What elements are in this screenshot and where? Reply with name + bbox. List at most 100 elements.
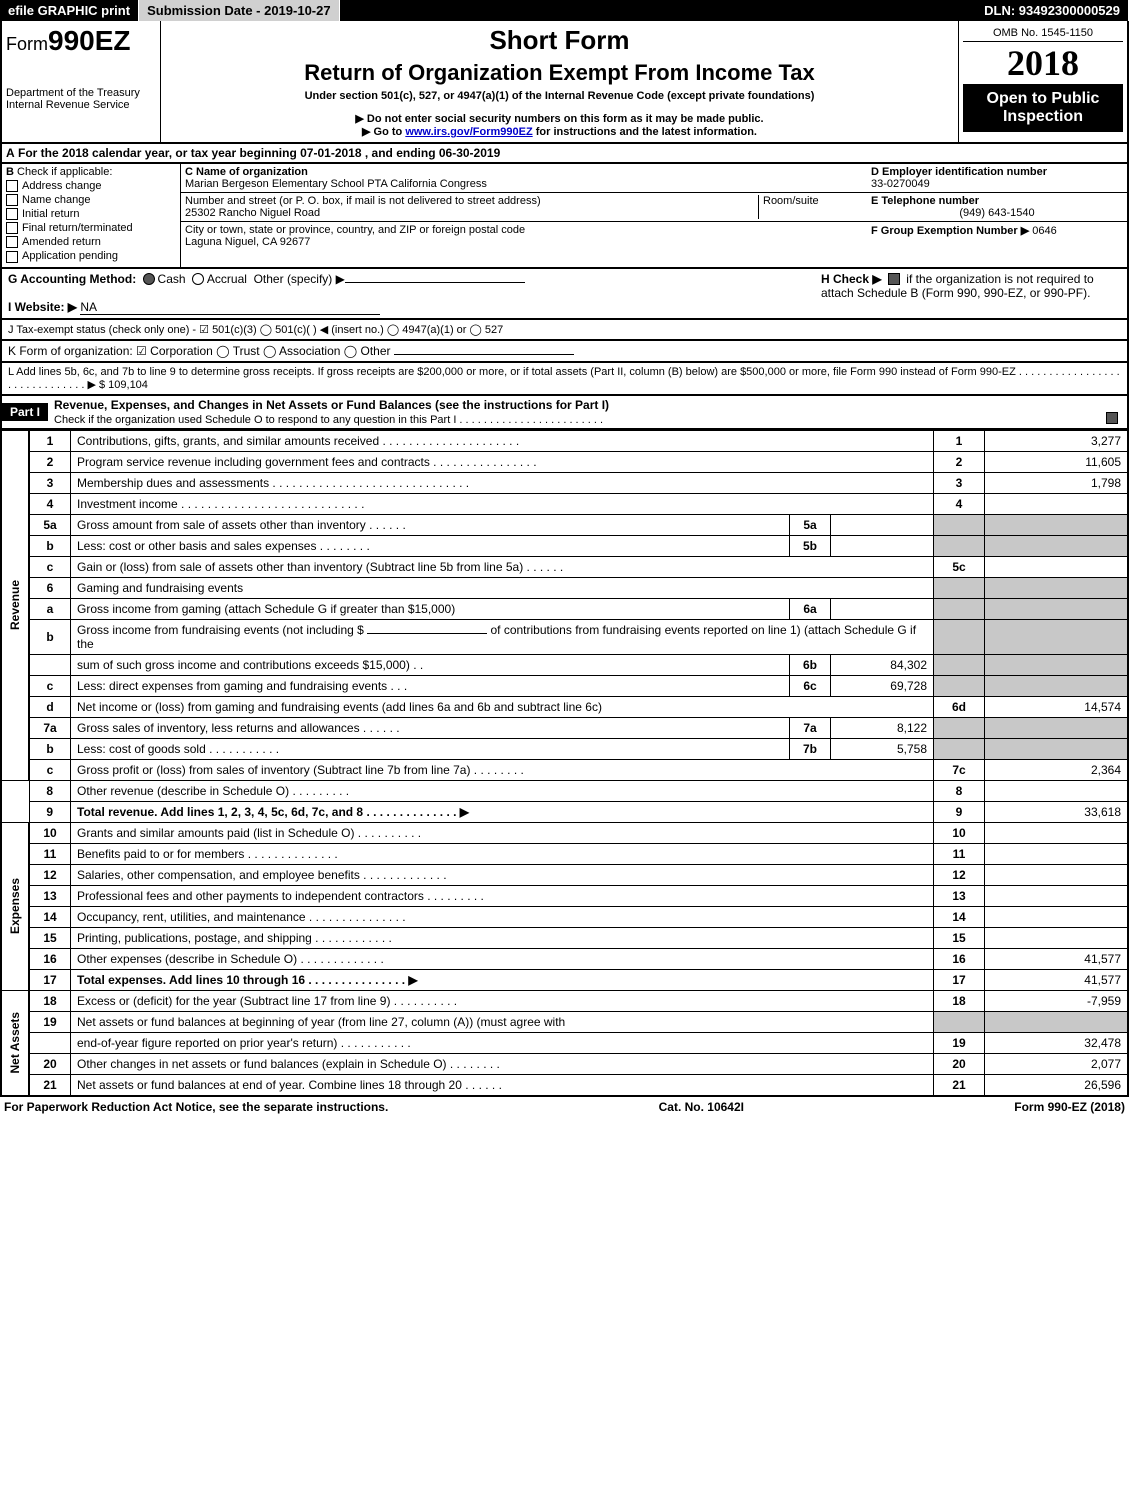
goto-post: for instructions and the latest informat… — [533, 126, 757, 138]
chk-final[interactable]: Final return/terminated — [6, 222, 176, 234]
line-7c-desc: Gross profit or (loss) from sales of inv… — [71, 759, 934, 780]
line-6a-desc: Gross income from gaming (attach Schedul… — [71, 598, 790, 619]
netassets-vlabel: Net Assets — [1, 990, 29, 1096]
l-amount: 109,104 — [108, 379, 148, 391]
line-8-box: 8 — [934, 780, 985, 801]
line-6c-mid: 6c — [790, 675, 831, 696]
f-label: F Group Exemption Number ▶ — [871, 225, 1029, 237]
city-label: City or town, state or province, country… — [185, 224, 525, 236]
top-bar: efile GRAPHIC print Submission Date - 20… — [0, 0, 1129, 21]
lines-table: Revenue 1 Contributions, gifts, grants, … — [0, 430, 1129, 1097]
row-j: J Tax-exempt status (check only one) - ☑… — [0, 320, 1129, 341]
chk-name-label: Name change — [22, 194, 91, 206]
line-12-amt — [985, 864, 1129, 885]
line-7a-midval: 8,122 — [831, 717, 934, 738]
part1-header: Part I Revenue, Expenses, and Changes in… — [0, 396, 1129, 430]
line-21-amt: 26,596 — [985, 1074, 1129, 1096]
line-9-box: 9 — [934, 801, 985, 822]
line-6a-midval — [831, 598, 934, 619]
checklist: Address change Name change Initial retur… — [6, 180, 176, 263]
d-label: D Employer identification number — [871, 166, 1047, 178]
form-header: Form990EZ Department of the Treasury Int… — [0, 21, 1129, 144]
room-label: Room/suite — [763, 195, 819, 207]
chk-pending-label: Application pending — [22, 250, 118, 262]
omb: OMB No. 1545-1150 — [963, 25, 1123, 42]
note-goto: ▶ Go to www.irs.gov/Form990EZ for instru… — [165, 125, 954, 138]
revenue-vlabel: Revenue — [1, 430, 29, 780]
line-13-box: 13 — [934, 885, 985, 906]
line-11-desc: Benefits paid to or for members . . . . … — [71, 843, 934, 864]
line-6a-mid: 6a — [790, 598, 831, 619]
subtitle: Under section 501(c), 527, or 4947(a)(1)… — [165, 90, 954, 102]
line-1-amt: 3,277 — [985, 430, 1129, 451]
line-7b-midval: 5,758 — [831, 738, 934, 759]
chk-address-label: Address change — [22, 180, 102, 192]
irs-link[interactable]: www.irs.gov/Form990EZ — [405, 126, 532, 138]
return-title: Return of Organization Exempt From Incom… — [165, 60, 954, 86]
short-form-title: Short Form — [165, 25, 954, 56]
h-checkbox[interactable] — [888, 273, 900, 285]
line-1-box: 1 — [934, 430, 985, 451]
tax-year: 2018 — [963, 42, 1123, 84]
line-7c-box: 7c — [934, 759, 985, 780]
line-11-box: 11 — [934, 843, 985, 864]
line-15-desc: Printing, publications, postage, and shi… — [71, 927, 934, 948]
line-16-desc: Other expenses (describe in Schedule O) … — [71, 948, 934, 969]
k-text: K Form of organization: ☑ Corporation ◯ … — [8, 344, 391, 358]
chk-final-label: Final return/terminated — [22, 222, 133, 234]
line-7a-mid: 7a — [790, 717, 831, 738]
line-10-amt — [985, 822, 1129, 843]
chk-name[interactable]: Name change — [6, 194, 176, 206]
c-label: C Name of organization — [185, 166, 308, 178]
line-14-amt — [985, 906, 1129, 927]
line-12-box: 12 — [934, 864, 985, 885]
section-b: B Check if applicable: Address change Na… — [0, 164, 1129, 269]
chk-pending[interactable]: Application pending — [6, 250, 176, 262]
line-17-text: Total expenses. Add lines 10 through 16 … — [77, 973, 418, 987]
irs: Internal Revenue Service — [6, 99, 156, 111]
line-6d-desc: Net income or (loss) from gaming and fun… — [71, 696, 934, 717]
part1-title: Revenue, Expenses, and Changes in Net As… — [54, 398, 609, 412]
line-6b2-desc: sum of such gross income and contributio… — [71, 654, 790, 675]
line-7c-amt: 2,364 — [985, 759, 1129, 780]
dept-treasury: Department of the Treasury — [6, 87, 156, 99]
line-10-box: 10 — [934, 822, 985, 843]
part1-label: Part I — [2, 403, 48, 421]
phone: (949) 643-1540 — [871, 207, 1123, 219]
line-17-desc: Total expenses. Add lines 10 through 16 … — [71, 969, 934, 990]
footer-mid: Cat. No. 10642I — [659, 1100, 744, 1114]
line-5b-midval — [831, 535, 934, 556]
city: Laguna Niguel, CA 92677 — [185, 236, 310, 248]
chk-initial[interactable]: Initial return — [6, 208, 176, 220]
line-5b-mid: 5b — [790, 535, 831, 556]
radio-accrual[interactable] — [192, 273, 204, 285]
line-7b-mid: 7b — [790, 738, 831, 759]
form-number-big: 990EZ — [48, 25, 131, 56]
chk-address[interactable]: Address change — [6, 180, 176, 192]
line-18-desc: Excess or (deficit) for the year (Subtra… — [71, 990, 934, 1011]
line-9-desc: Total revenue. Add lines 1, 2, 3, 4, 5c,… — [71, 801, 934, 822]
line-19b-desc: end-of-year figure reported on prior yea… — [71, 1032, 934, 1053]
line-4-amt — [985, 493, 1129, 514]
line-13-desc: Professional fees and other payments to … — [71, 885, 934, 906]
line-7a-desc: Gross sales of inventory, less returns a… — [71, 717, 790, 738]
h-label: H Check ▶ — [821, 272, 882, 286]
chk-initial-label: Initial return — [22, 208, 79, 220]
line-9-text: Total revenue. Add lines 1, 2, 3, 4, 5c,… — [77, 805, 469, 819]
line-1-desc: Contributions, gifts, grants, and simila… — [71, 430, 934, 451]
line-21-box: 21 — [934, 1074, 985, 1096]
line-6b-desc: Gross income from fundraising events (no… — [71, 619, 934, 654]
chk-amended[interactable]: Amended return — [6, 236, 176, 248]
goto-pre: ▶ Go to — [362, 126, 405, 138]
line-8-desc: Other revenue (describe in Schedule O) .… — [71, 780, 934, 801]
ein: 33-0270049 — [871, 178, 930, 190]
addr-label: Number and street (or P. O. box, if mail… — [185, 195, 541, 207]
line-19-desc: Net assets or fund balances at beginning… — [71, 1011, 934, 1032]
line-18-amt: -7,959 — [985, 990, 1129, 1011]
part1-checkbox[interactable] — [1106, 412, 1118, 424]
line-5b-desc: Less: cost or other basis and sales expe… — [71, 535, 790, 556]
line-8-amt — [985, 780, 1129, 801]
radio-cash[interactable] — [143, 273, 155, 285]
g-label: G Accounting Method: — [8, 272, 136, 286]
open-public: Open to Public Inspection — [963, 84, 1123, 132]
